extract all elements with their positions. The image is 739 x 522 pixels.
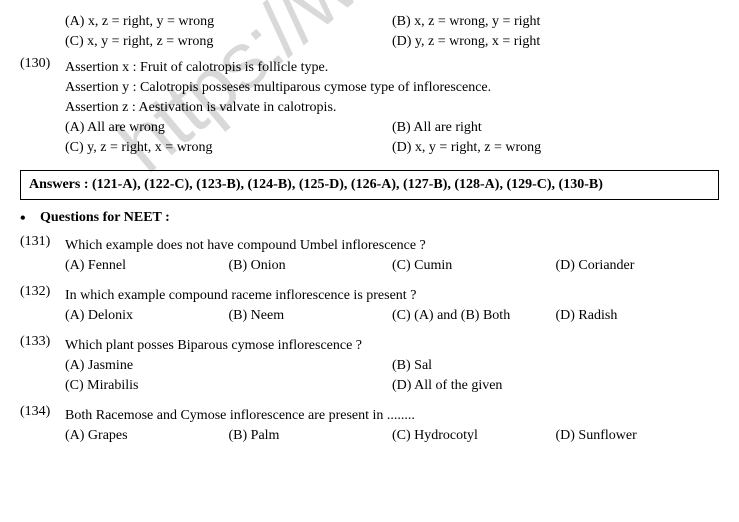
q133-body: Which plant posses Biparous cymose inflo… xyxy=(65,334,719,398)
q130-num: (130) xyxy=(20,56,65,160)
q133-opt-d: (D) All of the given xyxy=(392,378,719,394)
q133-opts-row2: (C) Mirabilis (D) All of the given xyxy=(65,378,719,394)
q130-opt-a: (A) All are wrong xyxy=(65,120,392,136)
q130-assert-z: Assertion z : Aestivation is valvate in … xyxy=(65,100,719,116)
section-heading: Questions for NEET : xyxy=(40,210,170,228)
q132-row: (132) In which example compound raceme i… xyxy=(20,284,719,328)
q131-opts: (A) Fennel (B) Onion (C) Cumin (D) Coria… xyxy=(65,258,719,274)
q132-opt-b: (B) Neem xyxy=(229,308,393,324)
q130-opts-row2: (C) y, z = right, x = wrong (D) x, y = r… xyxy=(65,140,719,156)
q130-opt-c: (C) y, z = right, x = wrong xyxy=(65,140,392,156)
q130-opt-b: (B) All are right xyxy=(392,120,719,136)
q131-opt-c: (C) Cumin xyxy=(392,258,556,274)
q130-opts-row1: (A) All are wrong (B) All are right xyxy=(65,120,719,136)
q129-opt-b: (B) x, z = wrong, y = right xyxy=(392,14,719,30)
q129-opt-a: (A) x, z = right, y = wrong xyxy=(65,14,392,30)
q134-body: Both Racemose and Cymose inflorescence a… xyxy=(65,404,719,448)
q133-opts-row1: (A) Jasmine (B) Sal xyxy=(65,358,719,374)
q130-opt-d: (D) x, y = right, z = wrong xyxy=(392,140,719,156)
q131-num: (131) xyxy=(20,234,65,278)
q132-opt-c: (C) (A) and (B) Both xyxy=(392,308,556,324)
q130-row: (130) Assertion x : Fruit of calotropis … xyxy=(20,56,719,160)
q134-opts: (A) Grapes (B) Palm (C) Hydrocotyl (D) S… xyxy=(65,428,719,444)
q134-opt-d: (D) Sunflower xyxy=(556,428,720,444)
q134-row: (134) Both Racemose and Cymose infloresc… xyxy=(20,404,719,448)
q133-opt-a: (A) Jasmine xyxy=(65,358,392,374)
bullet-icon: • xyxy=(20,210,40,228)
q130-assert-y: Assertion y : Calotropis posseses multip… xyxy=(65,80,719,96)
q131-opt-d: (D) Coriander xyxy=(556,258,720,274)
q133-opt-c: (C) Mirabilis xyxy=(65,378,392,394)
q129-opt-d: (D) y, z = wrong, x = right xyxy=(392,34,719,50)
q133-opt-b: (B) Sal xyxy=(392,358,719,374)
q131-body: Which example does not have compound Umb… xyxy=(65,234,719,278)
q130-body: Assertion x : Fruit of calotropis is fol… xyxy=(65,56,719,160)
q129-opts-row1: (A) x, z = right, y = wrong (B) x, z = w… xyxy=(20,14,719,30)
q134-opt-c: (C) Hydrocotyl xyxy=(392,428,556,444)
q132-num: (132) xyxy=(20,284,65,328)
q129-opt-c: (C) x, y = right, z = wrong xyxy=(65,34,392,50)
q133-text: Which plant posses Biparous cymose inflo… xyxy=(65,338,719,354)
q131-row: (131) Which example does not have compou… xyxy=(20,234,719,278)
q134-text: Both Racemose and Cymose inflorescence a… xyxy=(65,408,719,424)
q133-num: (133) xyxy=(20,334,65,398)
q133-row: (133) Which plant posses Biparous cymose… xyxy=(20,334,719,398)
q134-opt-a: (A) Grapes xyxy=(65,428,229,444)
answers-box: Answers : (121-A), (122-C), (123-B), (12… xyxy=(20,170,719,200)
q132-opt-a: (A) Delonix xyxy=(65,308,229,324)
q132-body: In which example compound raceme inflore… xyxy=(65,284,719,328)
q131-text: Which example does not have compound Umb… xyxy=(65,238,719,254)
q134-num: (134) xyxy=(20,404,65,448)
q132-opts: (A) Delonix (B) Neem (C) (A) and (B) Bot… xyxy=(65,308,719,324)
q129-opts-row2: (C) x, y = right, z = wrong (D) y, z = w… xyxy=(20,34,719,50)
q132-opt-d: (D) Radish xyxy=(556,308,720,324)
q130-assert-x: Assertion x : Fruit of calotropis is fol… xyxy=(65,60,719,76)
q132-text: In which example compound raceme inflore… xyxy=(65,288,719,304)
q131-opt-b: (B) Onion xyxy=(229,258,393,274)
q131-opt-a: (A) Fennel xyxy=(65,258,229,274)
section-heading-row: • Questions for NEET : xyxy=(20,210,719,228)
q134-opt-b: (B) Palm xyxy=(229,428,393,444)
